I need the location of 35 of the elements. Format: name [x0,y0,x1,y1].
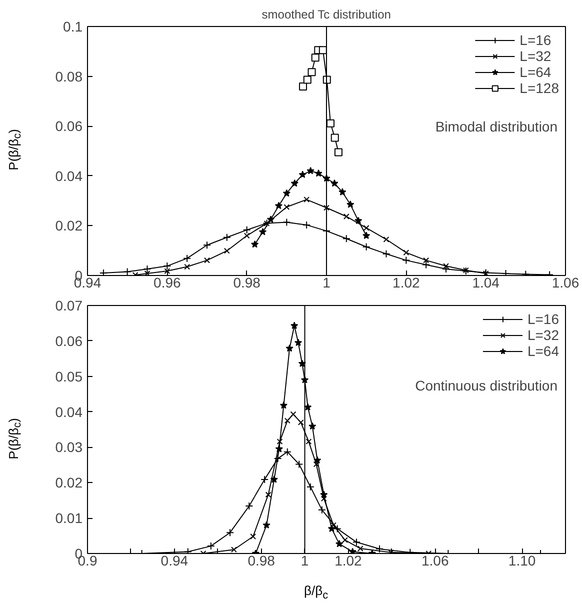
chart-title: smoothed Tc distribution [262,8,391,22]
y-tick-label: 0.01 [55,510,83,526]
annotation: Bimodal distribution [435,118,558,134]
x-tick-label: 0.98 [233,274,261,290]
x-tick-label: 1.02 [392,274,420,290]
y-tick-label: 0.03 [55,439,83,456]
y-tick-label: 0.04 [55,168,83,184]
y-tick-label: 0.06 [55,118,83,134]
x-tick-label: 0.96 [154,274,182,290]
annotation: Continuous distribution [415,378,558,394]
legend-label: L=32 [527,327,559,343]
x-tick-label: 0.94 [160,552,188,568]
legend-label: L=16 [520,32,552,48]
legend-label: L=16 [527,311,559,327]
x-tick-label: 1.06 [422,552,449,568]
y-tick-label: 0.02 [55,218,83,234]
x-tick-label: 1.06 [552,274,580,290]
y-tick-label: 0.1 [63,18,83,34]
y-tick-label: 0.04 [55,404,83,420]
y-tick-label: 0.08 [55,68,83,84]
x-tick-label: 1.10 [508,552,536,568]
x-tick-label: 1 [300,552,309,568]
x-tick-label: 1.02 [334,552,362,568]
legend-label: L=32 [520,48,552,64]
legend-label: L=64 [520,64,552,80]
x-tick-label: 1 [322,274,331,290]
y-tick-label: 0.06 [55,332,83,349]
x-tick-label: 0.98 [248,552,276,568]
legend-label: L=128 [520,80,559,96]
legend-label: L=64 [527,343,559,359]
x-axis-title: β/β$_{c}$ [304,583,328,604]
y-tick-label: 0.02 [55,474,83,491]
y-tick-label: 0.07 [55,298,83,314]
x-tick-label: 1.04 [472,274,500,290]
y-tick-label: 0.05 [55,368,83,384]
